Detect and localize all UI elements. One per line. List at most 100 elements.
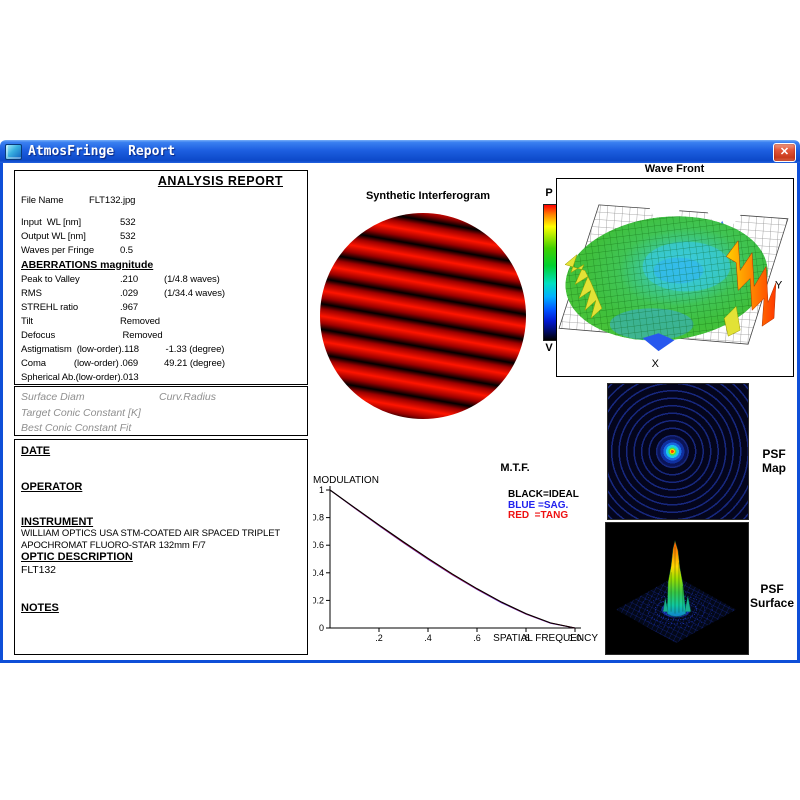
svg-text:.8: .8 — [522, 633, 530, 643]
orange-edge-spikes — [725, 239, 777, 327]
aberration-label: Coma (low-order) — [21, 357, 119, 369]
conic-line1: Surface Diam Curv.Radius — [21, 390, 307, 406]
svg-text:.2: .2 — [375, 633, 383, 643]
svg-text:0.4: 0.4 — [313, 568, 324, 578]
date-label: DATE — [21, 445, 51, 457]
optic-description-value: FLT132 — [21, 564, 56, 576]
psf-surface-plot — [606, 523, 746, 652]
aberration-value: Removed — [120, 329, 163, 341]
aberration-label: Defocus — [21, 329, 56, 341]
mtf-legend: BLACK=IDEAL BLUE =SAG. RED =TANG — [508, 489, 588, 522]
aberration-row: Astigmatism (low-order) .118 -1.33 (degr… — [15, 342, 307, 356]
app-icon[interactable] — [5, 143, 22, 160]
aberration-row: Defocus Removed — [15, 328, 307, 342]
metadata-panel: DATE OPERATOR INSTRUMENT WILLIAM OPTICS … — [14, 439, 308, 655]
aberration-row: STREHL ratio .967 — [15, 300, 307, 314]
psf-map-label-line1: PSF — [762, 447, 786, 461]
colorbar-valley-label: V — [545, 342, 553, 354]
aberration-extra: 49.21 (degree) — [164, 357, 225, 369]
psf-peak — [666, 539, 687, 617]
mtf-legend-entry: BLUE =SAG. — [508, 499, 569, 511]
wavefront-title: Wave Front — [644, 163, 705, 175]
interferogram-title: Synthetic Interferogram — [365, 190, 491, 202]
yellow-edge-spikes — [564, 253, 603, 320]
aberration-extra: -1.33 (degree) — [165, 343, 225, 355]
mtf-legend-entry: BLACK=IDEAL — [508, 489, 579, 500]
psf-surface-label-line1: PSF — [760, 582, 784, 596]
mtf-legend-entry: RED =TANG — [508, 510, 569, 521]
instrument-line2: APOCHROMAT FLUORO-STAR 132mm F/7 — [21, 539, 206, 551]
aberration-value: .029 — [120, 287, 139, 299]
mtf-y-axis-label: MODULATION — [313, 475, 379, 486]
aberration-value: Removed — [120, 315, 160, 327]
aberration-extra: (1/34.4 waves) — [164, 287, 225, 299]
param-row: Waves per Fringe 0.5 — [15, 243, 307, 257]
svg-text:0.8: 0.8 — [313, 513, 324, 523]
param-row: Output WL [nm] 532 — [15, 229, 307, 243]
mtf-chart: 0 0.2 0.4 0.6 0.8 1 .2 .4 .6 .8 1.0 — [313, 485, 582, 643]
close-icon: ✕ — [779, 146, 790, 158]
aberration-row: Spherical Ab.(low-order) .013 — [15, 370, 307, 384]
instrument-label: INSTRUMENT — [21, 516, 94, 528]
param-label: Output WL [nm] — [21, 230, 86, 242]
doc-name: Report — [128, 144, 176, 159]
aberration-label: Astigmatism (low-order) — [21, 343, 122, 355]
best-conic-label: Best Conic Constant Fit — [21, 422, 132, 434]
wavefront-surface-plot: X Y — [558, 204, 789, 370]
window-content: ANALYSIS REPORT File Name FLT132.jpg Inp… — [0, 163, 800, 663]
param-label: Waves per Fringe — [21, 244, 95, 256]
wavefront-blob — [559, 206, 777, 352]
window-title: AtmosFringe Report — [28, 144, 175, 159]
aberration-label: STREHL ratio — [21, 301, 79, 313]
curv-radius-label: Curv.Radius — [159, 391, 216, 403]
file-name-value: FLT132.jpg — [89, 194, 136, 206]
aberration-label: RMS — [21, 287, 42, 299]
file-name-label: File Name — [21, 194, 64, 206]
wavefront-x-axis-label: X — [652, 358, 660, 370]
svg-text:1: 1 — [319, 485, 324, 495]
analysis-report-title: ANALYSIS REPORT — [157, 174, 283, 188]
psf-surface-label-line2: Surface — [749, 596, 795, 610]
wavefront-panel: X Y — [556, 178, 794, 377]
operator-label: OPERATOR — [21, 481, 83, 493]
aberration-row: Peak to Valley .210 (1/4.8 waves) — [15, 272, 307, 286]
aberration-value: .118 — [121, 343, 139, 355]
aberration-value: .013 — [120, 371, 139, 383]
surface-diam-label: Surface Diam — [21, 391, 85, 403]
psf-map-image — [607, 383, 749, 520]
param-value: 532 — [120, 230, 136, 242]
aberration-row: Coma (low-order) .069 49.21 (degree) — [15, 356, 307, 370]
window-titlebar[interactable]: AtmosFringe Report ✕ — [0, 140, 800, 163]
close-button[interactable]: ✕ — [773, 143, 796, 162]
colorbar-peak-label: P — [545, 187, 553, 199]
aberration-label: Spherical Ab.(low-order) — [21, 371, 121, 383]
mtf-title: M.T.F. — [500, 462, 530, 474]
svg-text:0.2: 0.2 — [313, 595, 324, 605]
aberration-row: RMS .029 (1/34.4 waves) — [15, 286, 307, 300]
svg-text:1.0: 1.0 — [569, 633, 582, 643]
psf-surface-image — [605, 522, 749, 655]
optic-description-label: OPTIC DESCRIPTION — [21, 551, 133, 563]
conic-constant-panel: Surface Diam Curv.Radius Target Conic Co… — [14, 386, 308, 436]
aberration-row: Tilt Removed — [15, 314, 307, 328]
target-conic-label: Target Conic Constant [K] — [21, 406, 141, 419]
svg-text:0: 0 — [319, 623, 324, 633]
psf-map-label: PSF Map — [750, 447, 798, 475]
svg-text:0.6: 0.6 — [313, 540, 324, 550]
psf-surface-label: PSF Surface — [744, 582, 800, 610]
param-value: 0.5 — [120, 244, 133, 256]
aberration-extra: (1/4.8 waves) — [164, 273, 220, 285]
aberrations-heading: ABERRATIONS magnitude — [21, 258, 154, 271]
mtf-x-axis-label: SPATIAL FREQUENCY — [493, 633, 598, 644]
wavefront-y-axis-label: Y — [775, 279, 783, 291]
atmosfringe-report-window: AtmosFringe Report ✕ ANALYSIS REPORT File… — [0, 140, 800, 663]
instrument-line1: WILLIAM OPTICS USA STM-COATED AIR SPACED… — [21, 528, 281, 539]
svg-text:.6: .6 — [473, 633, 481, 643]
aberration-value: .967 — [120, 301, 139, 313]
blue-tip — [642, 333, 675, 352]
aberration-value: .069 — [120, 357, 139, 369]
aberration-label: Peak to Valley — [21, 273, 80, 285]
app-name: AtmosFringe — [28, 144, 115, 159]
aberration-value: .210 — [120, 273, 139, 285]
